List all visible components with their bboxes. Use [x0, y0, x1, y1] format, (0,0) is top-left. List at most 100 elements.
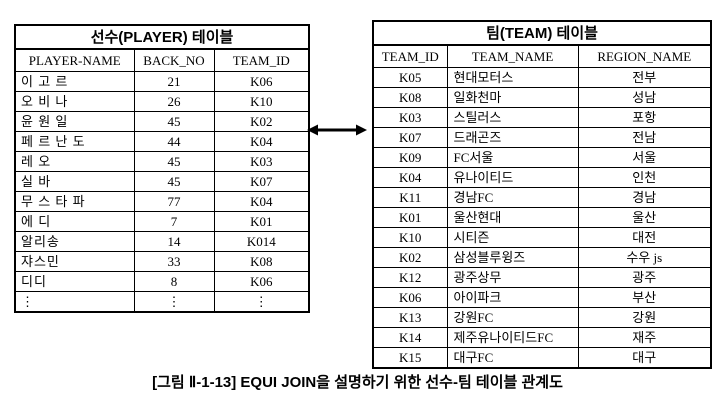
table-row: K15 대구FC 대구 — [372, 347, 712, 369]
table-cell: 대구 — [577, 347, 712, 369]
table-row: K07 드래곤즈 전남 — [372, 127, 712, 148]
table-title: 팀(TEAM) 테이블 — [372, 20, 712, 46]
table-cell: K02 — [213, 111, 310, 132]
table-cell: K12 — [372, 267, 448, 288]
table-cell: K04 — [213, 131, 310, 152]
table-cell: K014 — [213, 231, 310, 252]
table-cell: 시티즌 — [446, 227, 579, 248]
table-row: K13 강원FC 강원 — [372, 307, 712, 328]
table-row: 오 비 나 26 K10 — [14, 91, 310, 112]
table-row: 에 디 7 K01 — [14, 211, 310, 232]
table-cell: ⋮ — [14, 291, 135, 313]
table-row: K02 삼성블루윙즈 수우 js — [372, 247, 712, 268]
table-cell: 광주상무 — [446, 267, 579, 288]
table-cell: 26 — [133, 91, 215, 112]
table-cell: 실 바 — [14, 171, 135, 192]
table-cell: K02 — [372, 247, 448, 268]
table-row: 레 오 45 K03 — [14, 151, 310, 172]
table-cell: 알리송 — [14, 231, 135, 252]
table-title-row: 선수(PLAYER) 테이블 — [14, 24, 310, 50]
table-cell: ⋮ — [213, 291, 310, 313]
table-cell: 레 오 — [14, 151, 135, 172]
team-table: 팀(TEAM) 테이블 TEAM_ID TEAM_NAME REGION_NAME K0… — [372, 20, 713, 369]
table-row: 실 바 45 K07 — [14, 171, 310, 192]
table-cell: 삼성블루윙즈 — [446, 247, 579, 268]
table-cell: K03 — [213, 151, 310, 172]
table-cell: K08 — [372, 87, 448, 108]
table-row: 윤 원 일 45 K02 — [14, 111, 310, 132]
table-cell: K11 — [372, 187, 448, 208]
table-row: 무 스 타 파 77 K04 — [14, 191, 310, 212]
table-cell: ⋮ — [133, 291, 215, 313]
table-cell: K10 — [213, 91, 310, 112]
column-header: BACK_NO — [133, 48, 215, 72]
table-cell: 전부 — [577, 67, 712, 88]
table-cell: 인천 — [577, 167, 712, 188]
table-row: K04 유나이티드 인천 — [372, 167, 712, 188]
table-cell: K14 — [372, 327, 448, 348]
table-cell: 일화천마 — [446, 87, 579, 108]
table-cell: 오 비 나 — [14, 91, 135, 112]
table-cell: 수우 js — [577, 247, 712, 268]
table-cell: 이 고 르 — [14, 71, 135, 92]
column-header: REGION_NAME — [577, 44, 712, 68]
table-cell: 33 — [133, 251, 215, 272]
table-cell: 대구FC — [446, 347, 579, 369]
table-cell: K07 — [372, 127, 448, 148]
table-row: 디디 8 K06 — [14, 271, 310, 292]
table-cell: 강원 — [577, 307, 712, 328]
table-cell: K10 — [372, 227, 448, 248]
table-cell: 45 — [133, 171, 215, 192]
column-header: TEAM_ID — [213, 48, 310, 72]
table-cell: 45 — [133, 111, 215, 132]
table-row: K10 시티즌 대전 — [372, 227, 712, 248]
table-cell: 부산 — [577, 287, 712, 308]
figure-caption: [그림 Ⅱ-1-13] EQUI JOIN을 설명하기 위한 선수-팀 테이블 … — [152, 374, 563, 391]
column-header: TEAM_NAME — [446, 44, 579, 68]
table-cell: 울산 — [577, 207, 712, 228]
table-cell: FC서울 — [446, 147, 579, 168]
table-row: K14 제주유나이티드FC 재주 — [372, 327, 712, 348]
table-cell: 7 — [133, 211, 215, 232]
table-cell: 디디 — [14, 271, 135, 292]
table-row: K01 울산현대 울산 — [372, 207, 712, 228]
table-cell: K09 — [372, 147, 448, 168]
table-cell: 윤 원 일 — [14, 111, 135, 132]
table-row: K09 FC서울 서울 — [372, 147, 712, 168]
table-cell: 대전 — [577, 227, 712, 248]
table-row: 쟈스민 33 K08 — [14, 251, 310, 272]
table-title-row: 팀(TEAM) 테이블 — [372, 20, 712, 46]
table-cell: 유나이티드 — [446, 167, 579, 188]
table-cell: 드래곤즈 — [446, 127, 579, 148]
table-cell: 44 — [133, 131, 215, 152]
table-cell: K03 — [372, 107, 448, 128]
table-cell: 경남 — [577, 187, 712, 208]
table-cell: 울산현대 — [446, 207, 579, 228]
table-cell: K06 — [213, 271, 310, 292]
table-header-row: TEAM_ID TEAM_NAME REGION_NAME — [372, 44, 712, 68]
table-cell: 제주유나이티드FC — [446, 327, 579, 348]
table-cell: 서울 — [577, 147, 712, 168]
table-row: K06 아이파크 부산 — [372, 287, 712, 308]
table-cell: K06 — [213, 71, 310, 92]
table-cell: 강원FC — [446, 307, 579, 328]
table-cell: 쟈스민 — [14, 251, 135, 272]
table-cell: 21 — [133, 71, 215, 92]
table-cell: 페 르 난 도 — [14, 131, 135, 152]
table-cell: K01 — [213, 211, 310, 232]
table-cell: K15 — [372, 347, 448, 369]
table-row: 이 고 르 21 K06 — [14, 71, 310, 92]
table-cell: K08 — [213, 251, 310, 272]
table-cell: K13 — [372, 307, 448, 328]
table-cell: 성남 — [577, 87, 712, 108]
table-cell: 현대모터스 — [446, 67, 579, 88]
double-headed-arrow-icon — [307, 124, 367, 136]
column-header: PLAYER-NAME — [14, 48, 135, 72]
player-table: 선수(PLAYER) 테이블 PLAYER-NAME BACK_NO TEAM_ID 이… — [14, 24, 311, 313]
table-cell: 포항 — [577, 107, 712, 128]
table-row: K03 스틸러스 포항 — [372, 107, 712, 128]
table-cell: K06 — [372, 287, 448, 308]
table-cell: 14 — [133, 231, 215, 252]
table-row: K12 광주상무 광주 — [372, 267, 712, 288]
